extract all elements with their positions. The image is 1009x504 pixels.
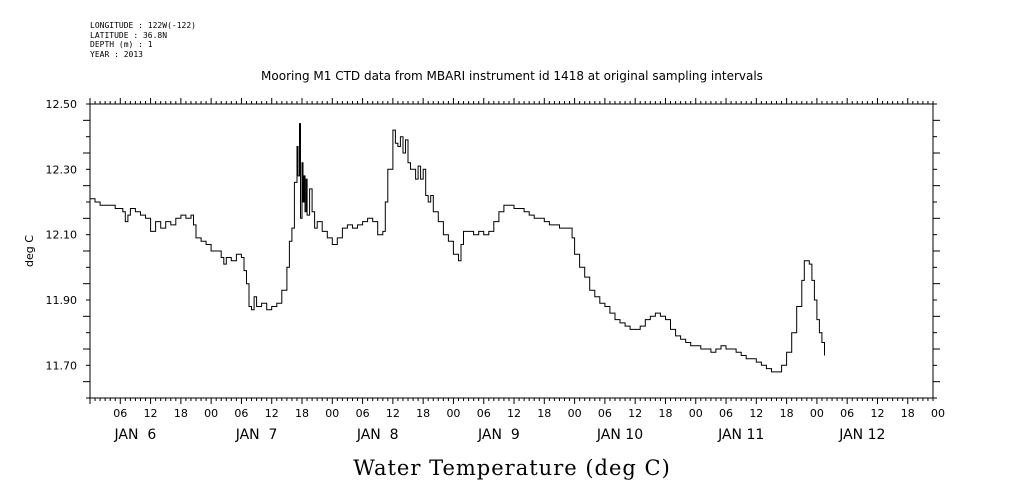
x-tick-label: 06: [719, 407, 733, 420]
x-tick-label: 00: [568, 407, 582, 420]
x-tick-label: 06: [113, 407, 127, 420]
x-tick-label: 18: [174, 407, 188, 420]
y-tick-label: 11.90: [46, 294, 78, 307]
x-tick-label: 12: [507, 407, 521, 420]
metadata-depth: DEPTH (m) : 1: [90, 40, 153, 49]
x-tick-label: 12: [386, 407, 400, 420]
y-tick-label: 12.30: [46, 163, 78, 176]
x-tick-label: 12: [628, 407, 642, 420]
y-axis-label: deg C: [23, 235, 36, 267]
metadata-year: YEAR : 2013: [90, 49, 143, 59]
x-tick-label: 00: [810, 407, 824, 420]
x-tick-label: 12: [144, 407, 158, 420]
x-axis-label: Water Temperature (deg C): [353, 456, 671, 480]
x-tick-label: 18: [658, 407, 672, 420]
x-tick-label: 06: [598, 407, 612, 420]
metadata-longitude: LONGITUDE : 122W(-122): [90, 21, 196, 30]
x-tick-label: 06: [477, 407, 491, 420]
x-tick-label: 00: [325, 407, 339, 420]
day-label: JAN 12: [838, 427, 885, 443]
day-label: JAN 7: [235, 427, 278, 443]
metadata-latitude: LATITUDE : 36.8N: [90, 30, 168, 40]
x-tick-label: 18: [416, 407, 430, 420]
x-tick-label: 18: [901, 407, 915, 420]
x-tick-label: 12: [870, 407, 884, 420]
chart-title: Mooring M1 CTD data from MBARI instrumen…: [261, 69, 763, 83]
day-label: JAN 8: [356, 427, 399, 443]
x-tick-label: 12: [749, 407, 763, 420]
y-tick-label: 12.50: [46, 98, 78, 111]
x-tick-label: 06: [840, 407, 854, 420]
y-tick-label: 11.70: [46, 359, 78, 372]
y-axis: 12.50 12.30 12.10 11.90 11.70: [46, 98, 940, 399]
x-tick-label: 00: [931, 407, 945, 420]
temperature-series-line: [90, 123, 825, 373]
x-tick-label: 06: [234, 407, 248, 420]
x-tick-label: 18: [537, 407, 551, 420]
day-label: JAN 10: [596, 427, 643, 443]
day-label: JAN 11: [717, 427, 764, 443]
day-label: JAN 6: [114, 427, 157, 443]
x-tick-label: 18: [295, 407, 309, 420]
x-tick-label: 00: [204, 407, 218, 420]
day-label: JAN 9: [477, 427, 520, 443]
y-tick-label: 12.10: [46, 229, 78, 242]
x-tick-label: 00: [689, 407, 703, 420]
x-tick-label: 12: [265, 407, 279, 420]
x-tick-label: 00: [446, 407, 460, 420]
x-tick-label: 06: [356, 407, 370, 420]
metadata-block: LONGITUDE : 122W(-122) LATITUDE : 36.8N …: [90, 21, 196, 59]
x-tick-label: 18: [780, 407, 794, 420]
x-axis: 06 12 18 00 06 12 18 00 06 12 18 00 06 12 18 00 06 12 18 00…: [89, 98, 945, 420]
day-labels: JAN 6 JAN 7 JAN 8 JAN 9 JAN 10 JAN 11 JAN 12: [114, 427, 886, 443]
